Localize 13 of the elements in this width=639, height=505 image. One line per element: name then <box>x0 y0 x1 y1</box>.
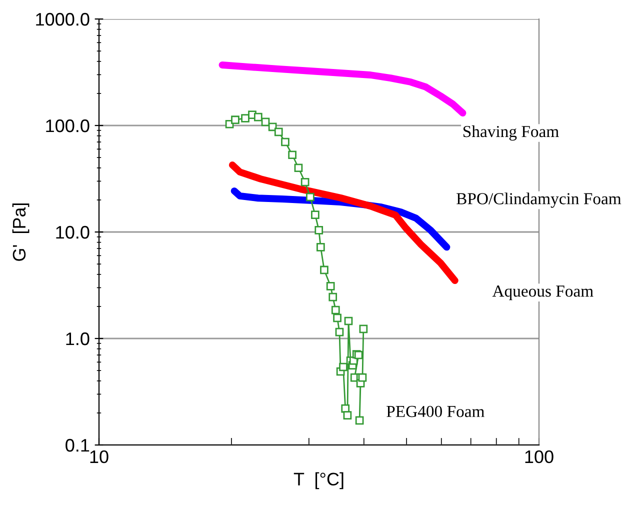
text: Aqueous Foam <box>492 286 594 300</box>
y-tick-label: 100.0 <box>46 119 90 132</box>
series-label: Shaving Foam <box>463 125 559 141</box>
x-tick-label: 100 <box>525 450 554 464</box>
y-axis-title: G' [Pa] <box>12 203 30 261</box>
y-tick-label: 1.0 <box>66 332 90 346</box>
text: BPO/Clindamycin Foam <box>456 192 622 208</box>
x-tick-label: 10 <box>90 450 108 464</box>
y-tick-label: 10.0 <box>56 226 90 239</box>
x-axis-title: T [°C] <box>294 472 344 490</box>
series-label: PEG400 Foam <box>386 406 484 418</box>
y-tick-label: 1000.0 <box>36 12 90 26</box>
y-tick-label: 0.1 <box>66 438 90 452</box>
